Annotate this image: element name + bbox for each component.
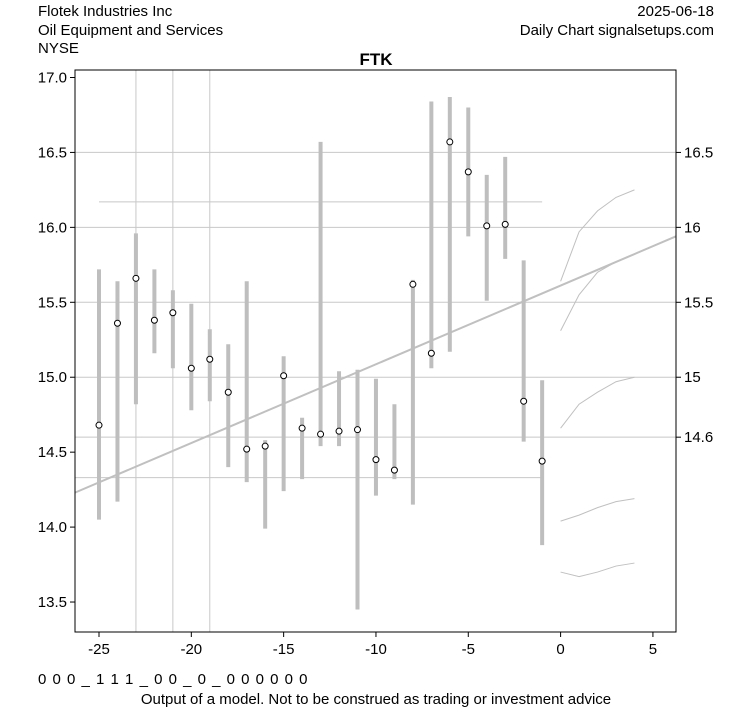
close-point [95,421,103,429]
company: Flotek Industries Inc [38,3,173,20]
disclaimer: Output of a model. Not to be construed a… [141,691,611,708]
projection [560,562,635,578]
close-point [520,397,528,405]
close-point [335,427,343,435]
y2-tick-label: 14.6 [684,429,713,446]
x-tick-label: -10 [365,641,387,658]
trend-line [74,235,677,494]
y-tick-label: 14.0 [38,519,67,536]
projection [560,376,635,429]
x-tick-label: 5 [649,641,657,658]
close-point [169,309,177,317]
close-point [464,168,472,176]
close-point [280,372,288,380]
close-point [187,364,195,372]
close-point [150,316,158,324]
y-tick-label: 16.0 [38,219,67,236]
y-tick-label: 13.5 [38,594,67,611]
y2-tick-label: 15 [684,369,701,386]
close-point [372,456,380,464]
close-point [427,349,435,357]
x-tick-label: -20 [180,641,202,658]
projection [560,498,635,522]
y2-tick-label: 16.5 [684,144,713,161]
close-point [390,466,398,474]
y2-tick-label: 16 [684,219,701,236]
y-tick-label: 17.0 [38,69,67,86]
close-point [538,457,546,465]
close-point [224,388,232,396]
projection [560,253,635,331]
close-point [353,426,361,434]
exchange: NYSE [38,40,79,57]
chart-title: FTK [359,50,393,69]
close-point [298,424,306,432]
close-point [446,138,454,146]
x-tick-label: -5 [462,641,475,658]
date: 2025-06-18 [637,3,714,20]
sector: Oil Equipment and Services [38,22,223,39]
close-point [483,222,491,230]
x-tick-label: 0 [556,641,564,658]
close-point [409,280,417,288]
x-tick-label: -25 [88,641,110,658]
y-tick-label: 16.5 [38,144,67,161]
projection [560,189,635,282]
close-point [132,274,140,282]
close-point [243,445,251,453]
source: Daily Chart signalsetups.com [520,22,714,39]
close-point [113,319,121,327]
y-tick-label: 14.5 [38,444,67,461]
close-point [317,430,325,438]
x-tick-label: -15 [273,641,295,658]
plot-frame [74,69,677,633]
y-tick-label: 15.0 [38,369,67,386]
y2-tick-label: 15.5 [684,294,713,311]
close-point [206,355,214,363]
close-point [261,442,269,450]
signal-code: 0 0 0 _ 1 1 1 _ 0 0 _ 0 _ 0 0 0 0 0 0 [38,671,309,688]
close-point [501,220,509,228]
y-tick-label: 15.5 [38,294,67,311]
